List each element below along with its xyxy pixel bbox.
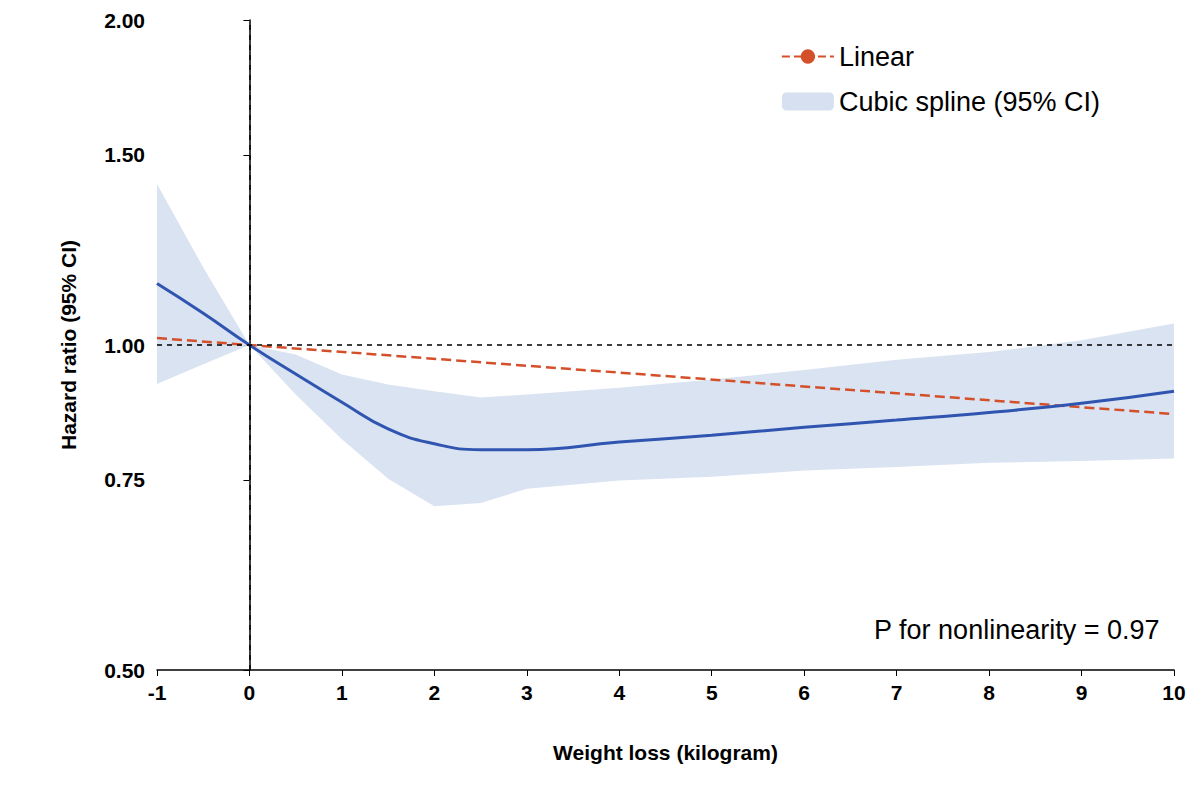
- svg-text:6: 6: [798, 681, 810, 704]
- svg-text:-1: -1: [148, 681, 167, 704]
- svg-text:0.50: 0.50: [104, 659, 145, 682]
- svg-text:Hazard ratio (95% CI): Hazard ratio (95% CI): [57, 240, 80, 450]
- svg-text:1: 1: [336, 681, 348, 704]
- svg-text:8: 8: [983, 681, 995, 704]
- svg-text:3: 3: [521, 681, 533, 704]
- svg-text:Cubic spline (95% CI): Cubic spline (95% CI): [839, 87, 1100, 117]
- svg-text:1.00: 1.00: [104, 334, 145, 357]
- svg-text:2.00: 2.00: [104, 9, 145, 32]
- svg-text:0.75: 0.75: [104, 468, 145, 491]
- svg-text:1.50: 1.50: [104, 143, 145, 166]
- svg-text:7: 7: [891, 681, 903, 704]
- svg-text:Weight loss (kilogram): Weight loss (kilogram): [553, 741, 778, 764]
- svg-text:2: 2: [429, 681, 441, 704]
- svg-text:9: 9: [1076, 681, 1088, 704]
- svg-text:Linear: Linear: [839, 42, 914, 72]
- svg-text:0: 0: [244, 681, 256, 704]
- svg-text:4: 4: [613, 681, 625, 704]
- svg-text:P for nonlinearity = 0.97: P for nonlinearity = 0.97: [874, 615, 1159, 645]
- svg-text:10: 10: [1162, 681, 1185, 704]
- svg-text:5: 5: [706, 681, 718, 704]
